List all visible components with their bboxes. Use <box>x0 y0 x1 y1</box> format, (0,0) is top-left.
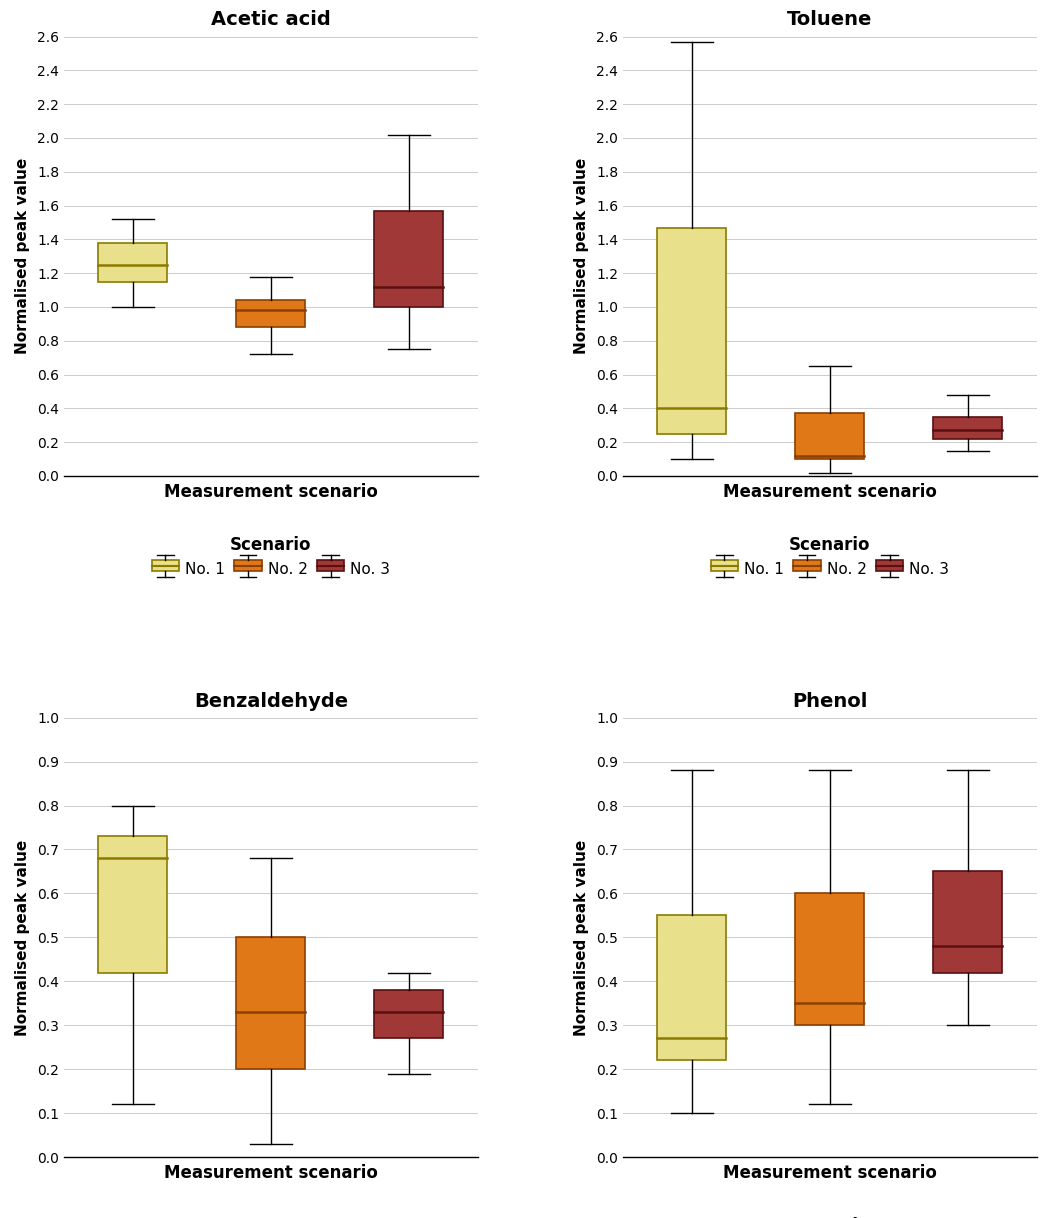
Title: Acetic acid: Acetic acid <box>211 11 330 29</box>
Bar <box>795 894 865 1026</box>
Bar <box>658 228 727 434</box>
Y-axis label: Normalised peak value: Normalised peak value <box>574 158 589 354</box>
Bar <box>933 871 1003 972</box>
Bar <box>375 990 444 1039</box>
Y-axis label: Normalised peak value: Normalised peak value <box>15 839 31 1035</box>
Bar <box>658 916 727 1061</box>
Bar <box>237 300 305 328</box>
Y-axis label: Normalised peak value: Normalised peak value <box>15 158 31 354</box>
Legend: No. 1, No. 2, No. 3: No. 1, No. 2, No. 3 <box>151 536 390 577</box>
X-axis label: Measurement scenario: Measurement scenario <box>164 482 378 501</box>
Title: Benzaldehyde: Benzaldehyde <box>194 692 348 710</box>
Title: Toluene: Toluene <box>787 11 873 29</box>
Bar <box>237 938 305 1069</box>
Bar <box>99 242 167 281</box>
X-axis label: Measurement scenario: Measurement scenario <box>723 482 937 501</box>
Title: Phenol: Phenol <box>792 692 868 710</box>
X-axis label: Measurement scenario: Measurement scenario <box>164 1164 378 1181</box>
Bar <box>99 837 167 972</box>
Legend: No. 1, No. 2, No. 3: No. 1, No. 2, No. 3 <box>710 536 949 577</box>
Bar <box>795 413 865 459</box>
X-axis label: Measurement scenario: Measurement scenario <box>723 1164 937 1181</box>
Bar <box>933 417 1003 438</box>
Bar <box>375 211 444 307</box>
Y-axis label: Normalised peak value: Normalised peak value <box>574 839 589 1035</box>
